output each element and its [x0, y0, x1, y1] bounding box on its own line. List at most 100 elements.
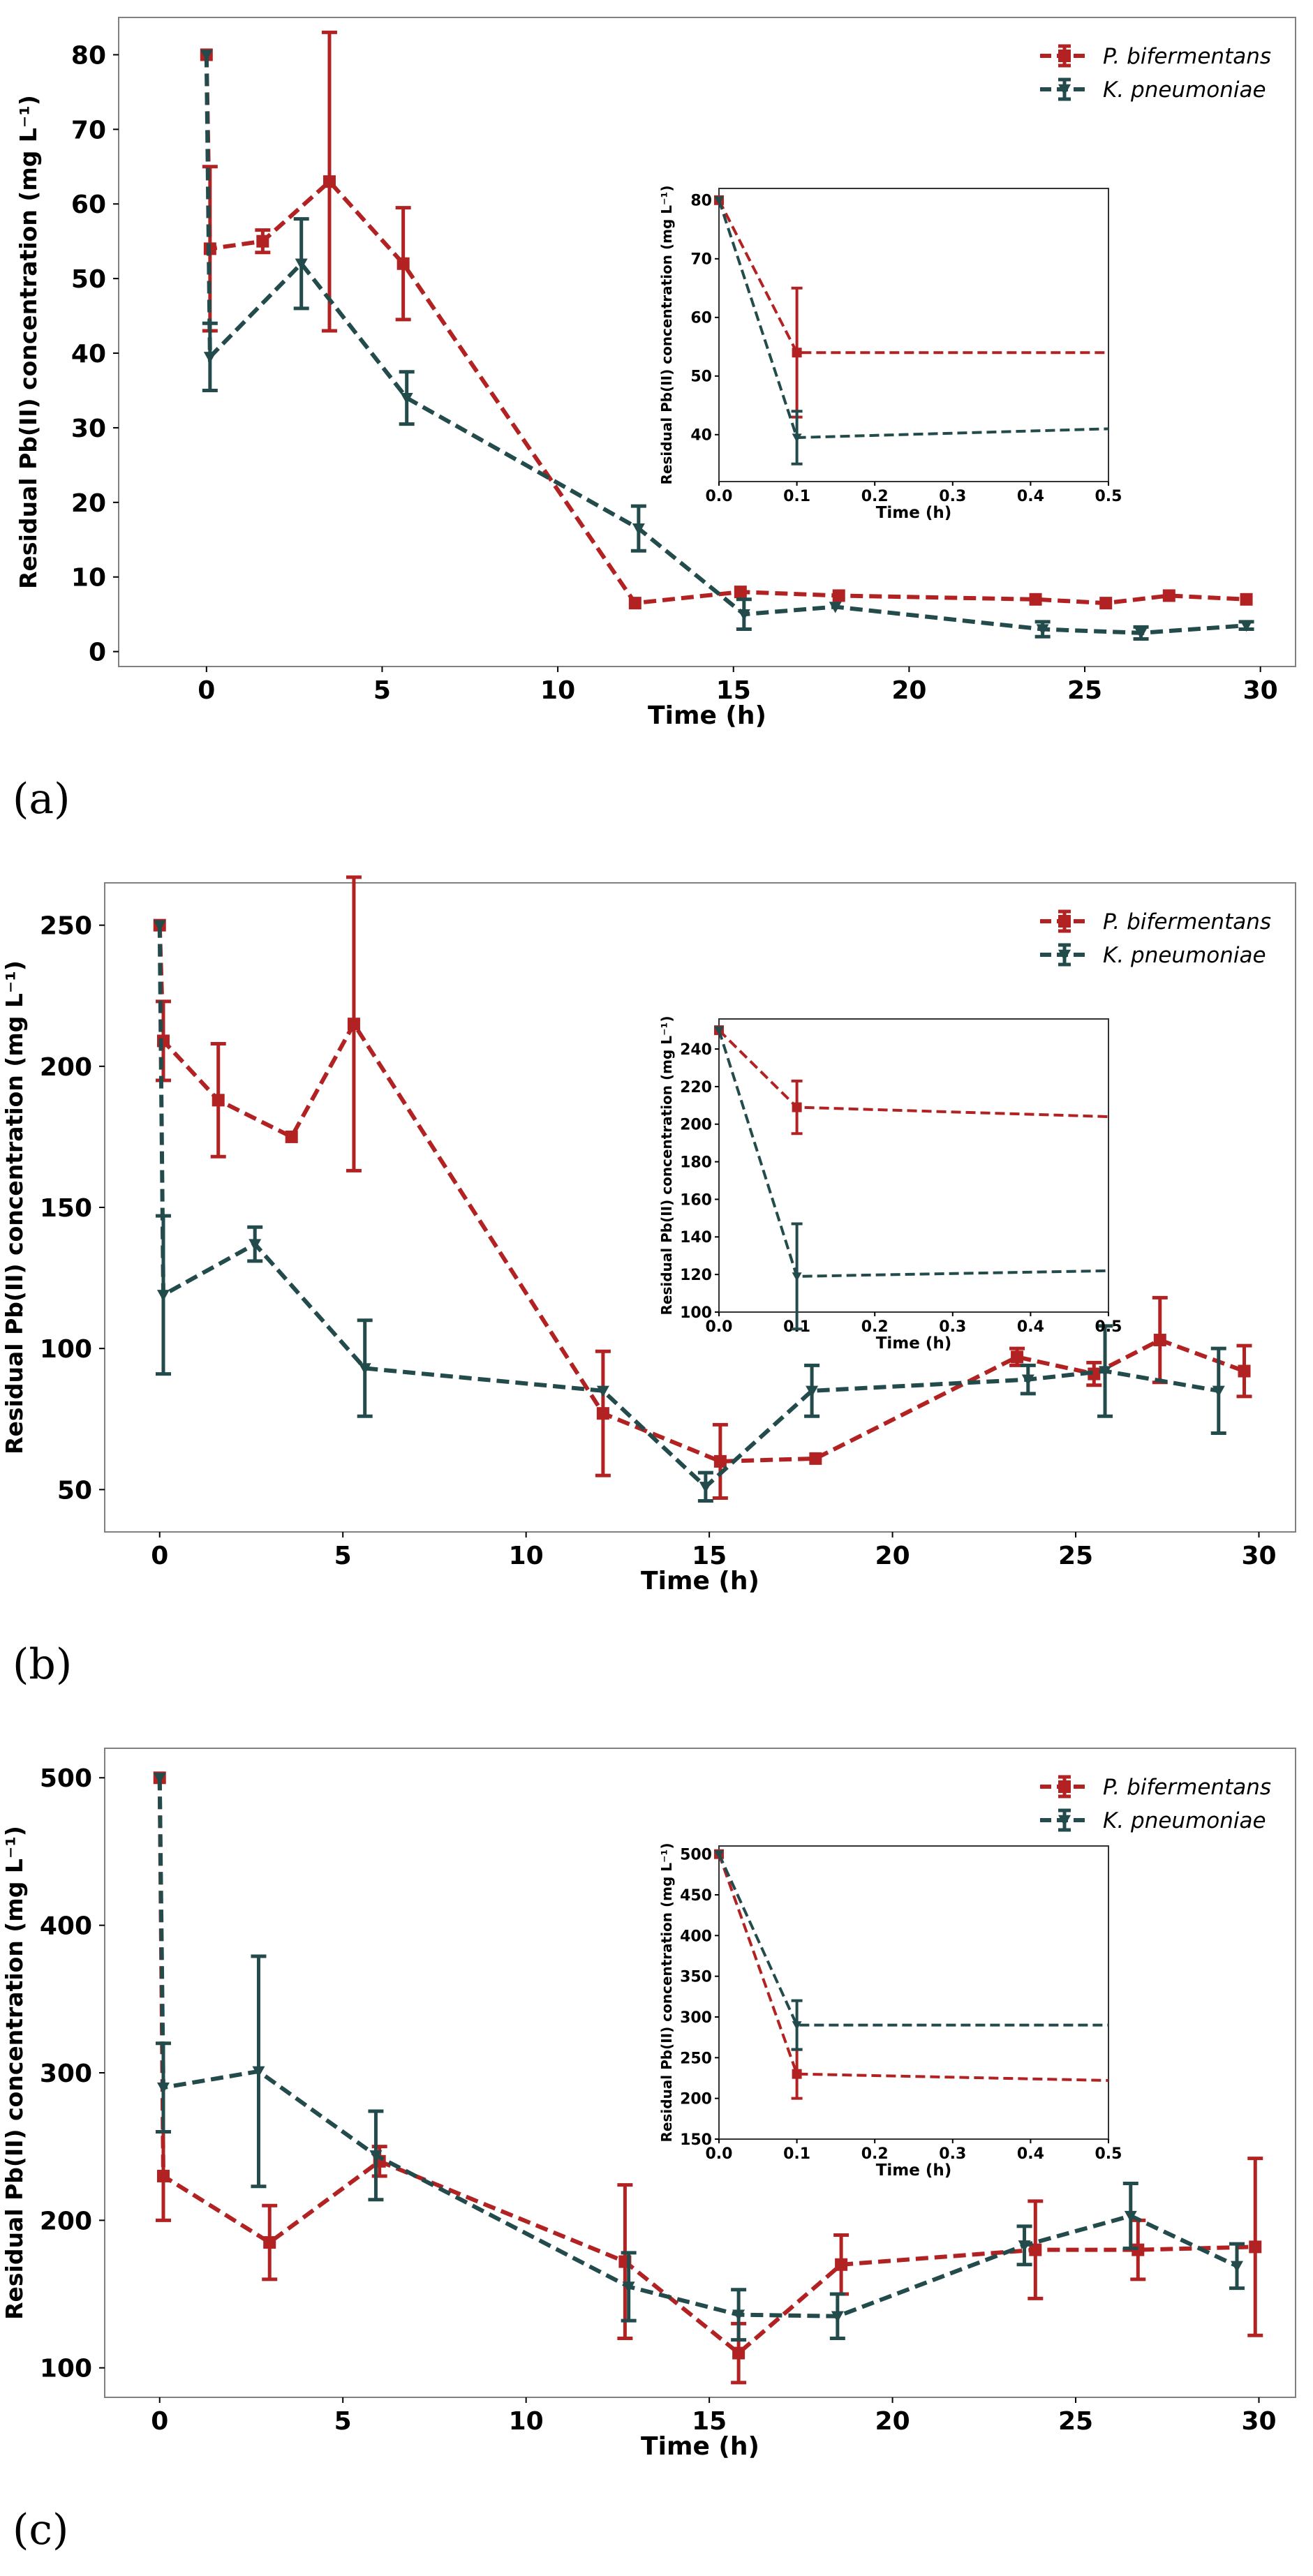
- data-point: [732, 2309, 745, 2321]
- data-point: [1124, 2210, 1137, 2223]
- data-point: [1162, 589, 1175, 602]
- data-point: [1036, 624, 1049, 636]
- data-point: [256, 234, 269, 248]
- y-axis-label: Residual Pb(II) concentration (mg L⁻¹): [1, 960, 28, 1454]
- data-point: [322, 175, 336, 188]
- y-tick-label: 240: [680, 1041, 712, 1059]
- x-tick-label: 10: [509, 1542, 544, 1570]
- y-tick-label: 300: [40, 2060, 92, 2088]
- x-tick-label: 0.5: [1095, 1318, 1122, 1336]
- y-axis-label: Residual Pb(II) concentration (mg L⁻¹): [658, 1843, 675, 2143]
- series-line: [718, 1029, 1109, 1118]
- x-axis-label: Time (h): [648, 701, 766, 730]
- series-k-pneumoniae: [714, 1850, 1108, 2051]
- data-point: [699, 1482, 712, 1494]
- data-point: [1029, 2243, 1042, 2256]
- x-tick-label: 0.4: [1017, 1318, 1044, 1336]
- y-tick-label: 60: [71, 191, 106, 219]
- axes-frame: [104, 1748, 1296, 2398]
- data-point: [153, 920, 166, 932]
- data-point: [732, 2346, 745, 2360]
- data-point: [714, 196, 724, 205]
- panel-a-label: (a): [13, 775, 71, 824]
- panel-b-inset: 0.00.10.20.30.40.51001201401601802002202…: [658, 1016, 1122, 1353]
- y-tick-label: 350: [680, 1969, 712, 1986]
- x-tick-label: 15: [692, 1542, 727, 1570]
- legend-marker: [1058, 915, 1071, 928]
- legend-entry: P. bifermentans: [1103, 44, 1271, 69]
- series-p-bifermentans: [714, 1849, 1109, 2100]
- x-tick-label: 0: [151, 1542, 168, 1570]
- legend-marker: [1058, 949, 1071, 961]
- x-tick-label: 0.3: [939, 488, 966, 505]
- y-axis-label: Residual Pb(II) concentration (mg L⁻¹): [15, 95, 42, 589]
- y-tick-label: 140: [680, 1229, 712, 1246]
- x-axis-label: Time (h): [641, 1567, 759, 1595]
- series-line: [718, 199, 1108, 355]
- series-line: [157, 1778, 1238, 2318]
- data-point: [829, 602, 842, 613]
- panel-b-label: (b): [13, 1640, 72, 1689]
- x-tick-label: 5: [334, 2407, 352, 2436]
- x-tick-label: 20: [875, 1542, 910, 1570]
- data-point: [1018, 2240, 1031, 2252]
- y-tick-label: 50: [71, 265, 106, 294]
- series-k-pneumoniae: [714, 196, 1109, 466]
- data-point: [369, 2150, 383, 2162]
- data-point: [295, 258, 308, 270]
- x-tick-label: 0.2: [861, 488, 889, 505]
- panel-b-legend: P. bifermentans K. pneumoniae: [1040, 909, 1271, 968]
- x-tick-label: 0.4: [1017, 488, 1044, 505]
- data-point: [263, 2236, 276, 2249]
- y-tick-label: 20: [71, 489, 106, 518]
- panel-b-plot: 0 5 10 15 20 25 30 50 100 150 200 250 Time (h) Residu…: [1, 875, 1296, 1595]
- series-line: [718, 1853, 1108, 2027]
- series-k-pneumoniae: [714, 1026, 1109, 1331]
- panel-a-inset: 0.0 0.1 0.2 0.3 0.4 0.5 40 50 60 70 80 Time (h) Resi…: [658, 186, 1122, 522]
- data-point: [1240, 593, 1253, 606]
- data-point: [1249, 2240, 1262, 2254]
- y-tick-label: 150: [40, 1194, 92, 1223]
- data-point: [1099, 1366, 1112, 1378]
- data-point: [792, 433, 802, 442]
- x-tick-label: 15: [692, 2407, 727, 2436]
- y-tick-label: 50: [57, 1476, 92, 1505]
- data-point: [1021, 1374, 1034, 1386]
- legend-marker: [1058, 1815, 1071, 1826]
- axes-frame: [718, 188, 1109, 482]
- data-point: [1238, 1364, 1251, 1378]
- axes-frame: [718, 1018, 1109, 1313]
- y-axis-label: Residual Pb(II) concentration (mg L⁻¹): [658, 186, 675, 485]
- legend-marker: [1058, 1780, 1071, 1793]
- y-tick-label: 0: [89, 639, 106, 667]
- data-point: [835, 2258, 848, 2271]
- x-tick-label: 25: [1058, 1542, 1093, 1570]
- data-point: [1029, 593, 1042, 606]
- x-tick-label: 0.0: [706, 1318, 733, 1336]
- data-point: [632, 523, 645, 535]
- y-tick-label: 120: [680, 1267, 712, 1284]
- series-k-pneumoniae: [153, 920, 1226, 1503]
- series-p-bifermentans: [200, 30, 1253, 610]
- series-p-bifermentans: [153, 875, 1252, 1500]
- x-tick-label: 0.2: [861, 2145, 889, 2163]
- legend-entry: P. bifermentans: [1103, 909, 1271, 935]
- data-point: [792, 348, 802, 358]
- x-axis-label: Time (h): [876, 2161, 952, 2180]
- x-tick-label: 0: [151, 2407, 168, 2436]
- data-point: [396, 257, 410, 270]
- data-point: [806, 1385, 819, 1397]
- legend-marker: [1058, 50, 1071, 62]
- y-tick-label: 300: [680, 2009, 712, 2027]
- x-tick-label: 0.5: [1095, 2145, 1122, 2163]
- y-tick-label: 200: [40, 2207, 92, 2235]
- data-point: [622, 2281, 635, 2293]
- y-tick-label: 200: [40, 1053, 92, 1082]
- x-axis-label: Time (h): [876, 504, 952, 522]
- x-tick-label: 25: [1058, 2407, 1093, 2436]
- data-point: [1231, 2261, 1244, 2272]
- series-k-pneumoniae: [200, 50, 1254, 641]
- data-point: [203, 352, 216, 364]
- data-point: [285, 1130, 298, 1143]
- data-point: [156, 2082, 170, 2094]
